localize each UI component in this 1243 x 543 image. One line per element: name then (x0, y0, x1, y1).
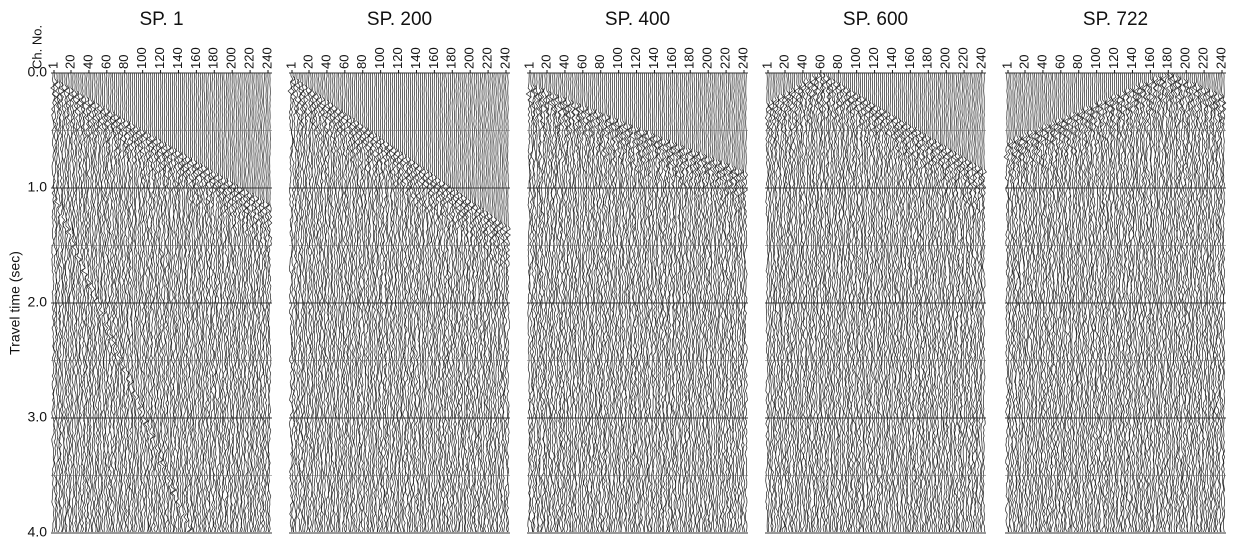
x-tick-label: 80 (1070, 55, 1085, 69)
x-tick-label: 1 (521, 62, 536, 69)
y-tick-label: 4.0 (28, 524, 48, 540)
x-tick-label: 60 (98, 55, 113, 69)
x-tick-label: 180 (1160, 47, 1175, 69)
x-tick-label: 100 (848, 47, 863, 69)
x-tick-label: 40 (1034, 55, 1049, 69)
x-tick-label: 220 (718, 47, 733, 69)
x-tick-label: 60 (1052, 55, 1067, 69)
x-tick-label: 120 (628, 47, 643, 69)
x-tick-label: 100 (1088, 47, 1103, 69)
x-tick-label: 40 (80, 55, 95, 69)
x-tick-label: 20 (1016, 55, 1031, 69)
x-tick-label: 120 (866, 47, 881, 69)
x-tick-label: 240 (497, 47, 512, 69)
x-tick-label: 240 (259, 47, 274, 69)
x-tick-label: 1 (999, 62, 1014, 69)
x-tick-label: 100 (372, 47, 387, 69)
x-tick-label: 180 (444, 47, 459, 69)
x-tick-label: 1 (45, 62, 60, 69)
x-tick-label: 140 (408, 47, 423, 69)
x-tick-label: 180 (920, 47, 935, 69)
x-tick-label: 160 (426, 47, 441, 69)
y-tick-label: 2.0 (28, 294, 48, 310)
x-tick-label: 240 (735, 47, 750, 69)
x-tick-label: 220 (956, 47, 971, 69)
x-tick-label: 160 (188, 47, 203, 69)
y-axis-label: Travel time (sec) (7, 251, 23, 355)
x-axis-label: Ch. No. (29, 25, 44, 69)
x-tick-label: 40 (556, 55, 571, 69)
x-tick-label: 20 (300, 55, 315, 69)
x-tick-label: 200 (700, 47, 715, 69)
x-tick-label: 1 (759, 62, 774, 69)
x-tick-label: 20 (62, 55, 77, 69)
x-tick-label: 120 (390, 47, 405, 69)
x-tick-label: 80 (592, 55, 607, 69)
x-tick-label: 20 (538, 55, 553, 69)
panel-title: SP. 1 (139, 9, 183, 30)
x-tick-label: 140 (1124, 47, 1139, 69)
x-tick-label: 200 (462, 47, 477, 69)
panel-title: SP. 722 (1083, 9, 1148, 30)
x-tick-label: 1 (283, 62, 298, 69)
x-tick-label: 140 (884, 47, 899, 69)
x-tick-label: 200 (224, 47, 239, 69)
panel-title: SP. 200 (367, 9, 432, 30)
x-tick-label: 60 (812, 55, 827, 69)
x-tick-label: 60 (574, 55, 589, 69)
x-tick-label: 60 (336, 55, 351, 69)
x-tick-label: 80 (830, 55, 845, 69)
x-tick-label: 120 (152, 47, 167, 69)
panel-title: SP. 400 (605, 9, 670, 30)
x-tick-label: 80 (116, 55, 131, 69)
x-tick-label: 20 (776, 55, 791, 69)
x-tick-label: 120 (1106, 47, 1121, 69)
x-tick-label: 140 (646, 47, 661, 69)
x-tick-label: 200 (938, 47, 953, 69)
x-tick-label: 40 (318, 55, 333, 69)
x-tick-label: 160 (902, 47, 917, 69)
y-tick-label: 3.0 (28, 409, 48, 425)
x-tick-label: 80 (354, 55, 369, 69)
x-tick-label: 220 (480, 47, 495, 69)
x-tick-label: 240 (1213, 47, 1228, 69)
x-tick-label: 220 (242, 47, 257, 69)
x-tick-label: 160 (1142, 47, 1157, 69)
x-tick-label: 240 (973, 47, 988, 69)
panel: SP. 11 20 40 60 80 100 120 140 160 180 200 220 240Ch… (7, 9, 275, 540)
x-tick-label: 220 (1196, 47, 1211, 69)
x-tick-label: 140 (170, 47, 185, 69)
x-tick-label: 40 (794, 55, 809, 69)
y-tick-label: 1.0 (28, 179, 48, 195)
x-tick-label: 100 (134, 47, 149, 69)
y-tick-label: 0.0 (28, 64, 48, 80)
x-tick-label: 200 (1178, 47, 1193, 69)
panel-title: SP. 600 (843, 9, 908, 30)
x-tick-label: 100 (610, 47, 625, 69)
x-tick-label: 160 (664, 47, 679, 69)
x-tick-label: 180 (206, 47, 221, 69)
x-tick-label: 180 (682, 47, 697, 69)
